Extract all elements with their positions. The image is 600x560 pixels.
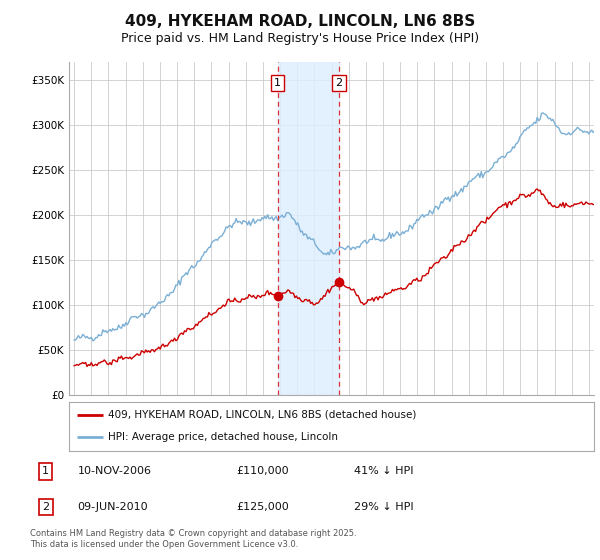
Text: 1: 1 (274, 78, 281, 88)
Text: 09-JUN-2010: 09-JUN-2010 (77, 502, 148, 512)
Text: 41% ↓ HPI: 41% ↓ HPI (353, 466, 413, 477)
Text: 409, HYKEHAM ROAD, LINCOLN, LN6 8BS (detached house): 409, HYKEHAM ROAD, LINCOLN, LN6 8BS (det… (109, 410, 417, 420)
Text: Contains HM Land Registry data © Crown copyright and database right 2025.
This d: Contains HM Land Registry data © Crown c… (30, 529, 356, 549)
Text: 10-NOV-2006: 10-NOV-2006 (77, 466, 151, 477)
Bar (278, 62, 339, 395)
Text: Price paid vs. HM Land Registry's House Price Index (HPI): Price paid vs. HM Land Registry's House … (121, 32, 479, 45)
Text: £125,000: £125,000 (236, 502, 289, 512)
Text: 409, HYKEHAM ROAD, LINCOLN, LN6 8BS: 409, HYKEHAM ROAD, LINCOLN, LN6 8BS (125, 14, 475, 29)
Text: 2: 2 (42, 502, 49, 512)
Text: 1: 1 (42, 466, 49, 477)
Text: 2: 2 (335, 78, 343, 88)
Text: HPI: Average price, detached house, Lincoln: HPI: Average price, detached house, Linc… (109, 432, 338, 442)
Text: £110,000: £110,000 (236, 466, 289, 477)
Text: 29% ↓ HPI: 29% ↓ HPI (353, 502, 413, 512)
